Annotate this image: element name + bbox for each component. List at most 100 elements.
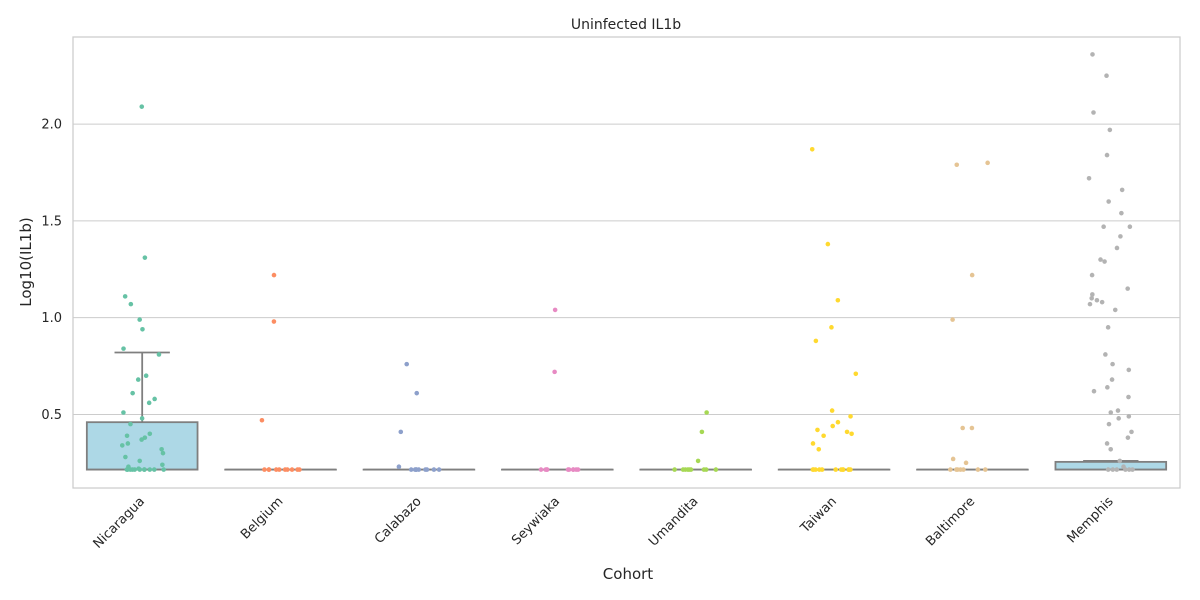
data-point-calabazo bbox=[413, 467, 419, 472]
data-point-memphis bbox=[1126, 367, 1132, 373]
data-point-nicaragua bbox=[139, 437, 144, 442]
box-nicaragua bbox=[85, 351, 199, 471]
data-point-taiwan bbox=[830, 423, 835, 429]
data-point-taiwan bbox=[838, 467, 844, 472]
y-tick-labels: 0.5 1.0 1.5 2.0 bbox=[41, 118, 62, 423]
data-point-taiwan bbox=[844, 429, 850, 435]
data-point-baltimore bbox=[985, 160, 990, 166]
data-point-nicaragua bbox=[140, 326, 145, 332]
y-tick-label: 2.0 bbox=[41, 118, 62, 133]
data-point-nicaragua bbox=[137, 458, 143, 464]
data-point-taiwan bbox=[835, 297, 841, 303]
strip-points bbox=[119, 52, 1135, 472]
data-point-memphis bbox=[1110, 361, 1115, 367]
data-point-umandita bbox=[683, 467, 688, 472]
data-point-memphis bbox=[1114, 467, 1120, 472]
data-point-umandita bbox=[704, 410, 709, 415]
data-point-taiwan bbox=[809, 146, 815, 152]
data-point-nicaragua bbox=[123, 454, 128, 460]
data-point-belgium bbox=[271, 272, 277, 278]
data-point-memphis bbox=[1089, 296, 1095, 301]
data-point-umandita bbox=[695, 458, 701, 464]
data-point-memphis bbox=[1099, 299, 1105, 305]
data-point-calabazo bbox=[408, 467, 414, 472]
data-point-memphis bbox=[1119, 187, 1125, 193]
data-point-nicaragua bbox=[119, 443, 125, 448]
data-point-seywiaka bbox=[544, 467, 550, 472]
data-point-taiwan bbox=[848, 414, 853, 419]
data-point-calabazo bbox=[423, 467, 428, 472]
data-point-memphis bbox=[1105, 325, 1111, 330]
data-point-memphis bbox=[1107, 127, 1113, 133]
data-point-memphis bbox=[1118, 234, 1123, 239]
data-point-memphis bbox=[1102, 259, 1107, 264]
data-point-memphis bbox=[1103, 352, 1108, 357]
data-point-baltimore bbox=[969, 272, 975, 278]
data-point-taiwan bbox=[813, 338, 819, 344]
data-point-memphis bbox=[1119, 210, 1124, 216]
data-point-taiwan bbox=[829, 325, 834, 330]
data-point-belgium bbox=[271, 319, 277, 324]
data-point-nicaragua bbox=[130, 390, 135, 396]
data-point-nicaragua bbox=[142, 255, 148, 260]
data-point-nicaragua bbox=[152, 396, 157, 402]
data-point-memphis bbox=[1086, 176, 1092, 181]
x-tick-label: Belgium bbox=[238, 494, 286, 542]
x-tick-label: Calabazo bbox=[372, 494, 425, 547]
data-point-memphis bbox=[1117, 458, 1123, 464]
data-point-nicaragua bbox=[139, 416, 145, 421]
data-point-baltimore bbox=[954, 162, 960, 168]
x-tick-labels: Nicaragua Belgium Calabazo Seywiaka Umandita… bbox=[91, 494, 1117, 552]
data-point-nicaragua bbox=[121, 346, 126, 351]
data-point-memphis bbox=[1127, 224, 1133, 229]
data-point-calabazo bbox=[396, 464, 402, 470]
data-point-nicaragua bbox=[135, 377, 141, 382]
data-point-seywiaka bbox=[566, 467, 572, 472]
x-tick-label: Memphis bbox=[1064, 494, 1116, 546]
data-point-nicaragua bbox=[121, 410, 126, 415]
data-point-baltimore bbox=[960, 425, 965, 431]
data-point-memphis bbox=[1105, 467, 1111, 472]
data-point-baltimore bbox=[963, 460, 969, 466]
data-point-taiwan bbox=[849, 431, 854, 437]
data-point-umandita bbox=[699, 429, 705, 435]
data-point-baltimore bbox=[975, 467, 981, 472]
data-point-memphis bbox=[1125, 435, 1131, 440]
data-point-nicaragua bbox=[160, 462, 165, 468]
data-point-memphis bbox=[1130, 467, 1135, 472]
data-point-nicaragua bbox=[124, 467, 130, 472]
data-point-belgium bbox=[273, 467, 279, 472]
data-point-memphis bbox=[1126, 414, 1132, 419]
data-point-calabazo bbox=[414, 390, 420, 396]
data-point-taiwan bbox=[825, 241, 831, 247]
data-point-seywiaka bbox=[552, 307, 558, 313]
data-point-taiwan bbox=[853, 371, 859, 377]
y-tick-label: 1.0 bbox=[41, 311, 62, 326]
data-point-umandita bbox=[713, 467, 719, 472]
data-point-memphis bbox=[1091, 388, 1097, 394]
data-point-seywiaka bbox=[538, 467, 544, 472]
data-point-nicaragua bbox=[128, 421, 133, 427]
data-point-memphis bbox=[1106, 421, 1112, 427]
data-point-memphis bbox=[1089, 272, 1095, 278]
data-point-nicaragua bbox=[146, 400, 152, 406]
data-point-nicaragua bbox=[124, 433, 130, 439]
data-point-memphis bbox=[1106, 199, 1111, 204]
data-point-umandita bbox=[703, 467, 709, 472]
data-point-nicaragua bbox=[141, 467, 147, 472]
chart-title: Uninfected IL1b bbox=[571, 17, 681, 33]
data-point-taiwan bbox=[835, 419, 841, 425]
gridlines bbox=[73, 123, 1180, 415]
data-point-memphis bbox=[1126, 394, 1131, 400]
data-point-nicaragua bbox=[128, 301, 134, 307]
y-tick-label: 0.5 bbox=[41, 408, 62, 423]
data-point-taiwan bbox=[810, 467, 816, 472]
data-point-taiwan bbox=[846, 467, 852, 472]
data-point-nicaragua bbox=[137, 467, 143, 472]
data-point-belgium bbox=[285, 467, 290, 472]
data-point-memphis bbox=[1104, 441, 1110, 446]
data-point-memphis bbox=[1087, 301, 1093, 307]
data-point-calabazo bbox=[431, 467, 437, 472]
data-point-nicaragua bbox=[161, 467, 166, 472]
